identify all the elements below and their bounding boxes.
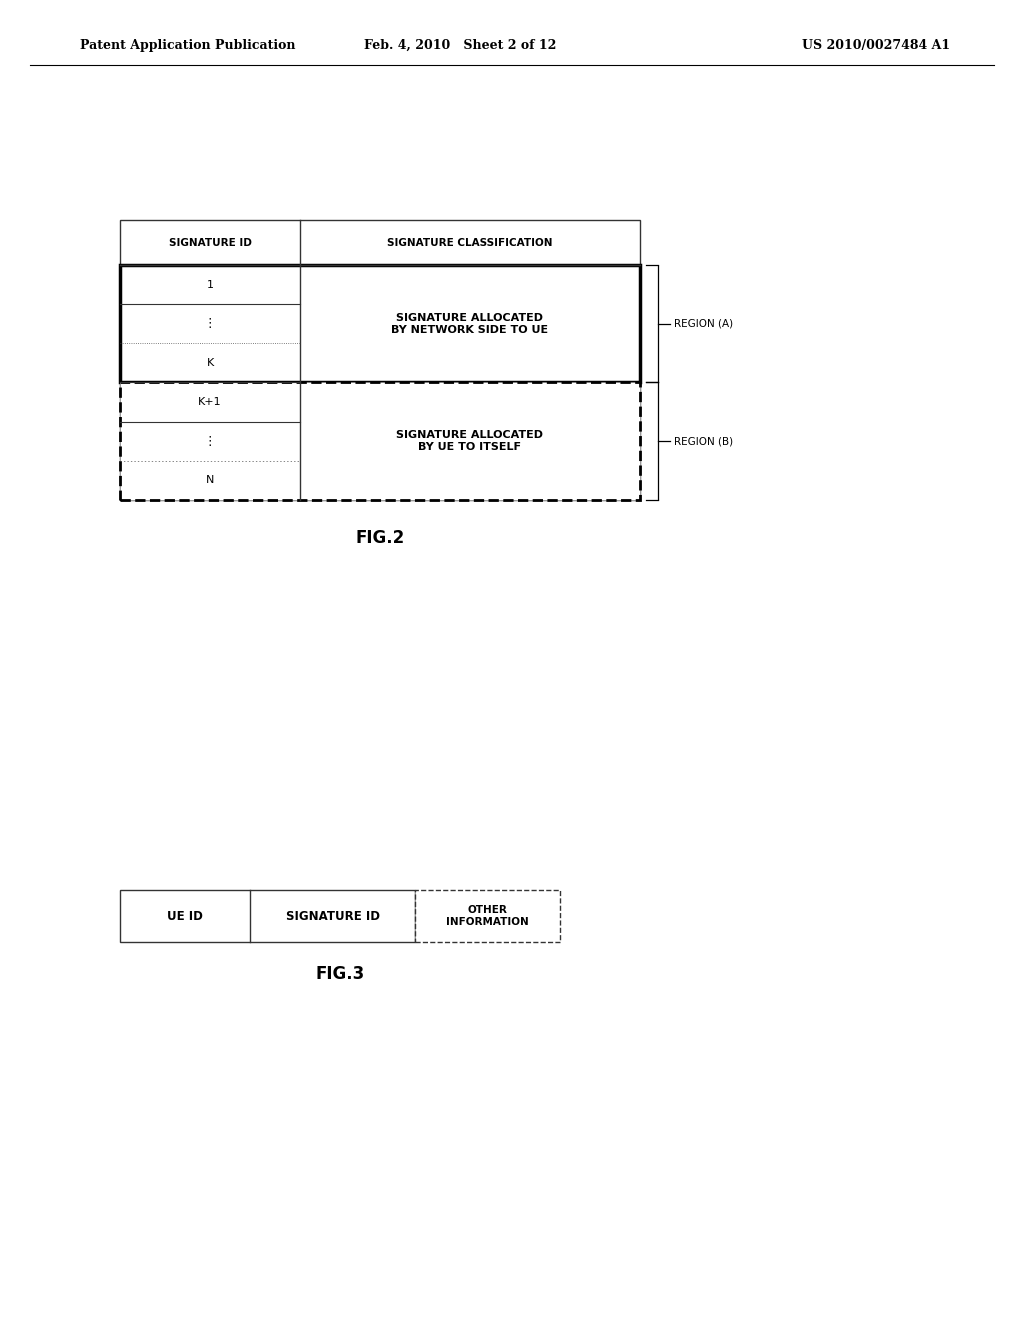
Text: SIGNATURE CLASSIFICATION: SIGNATURE CLASSIFICATION (387, 238, 553, 248)
Text: US 2010/0027484 A1: US 2010/0027484 A1 (802, 38, 950, 51)
Text: ⋮: ⋮ (204, 434, 216, 447)
Text: FIG.3: FIG.3 (315, 965, 365, 983)
Bar (120, 890, 415, 942)
Text: SIGNATURE ID: SIGNATURE ID (169, 238, 252, 248)
Text: N: N (206, 475, 214, 486)
Bar (120, 265, 640, 383)
Text: Feb. 4, 2010   Sheet 2 of 12: Feb. 4, 2010 Sheet 2 of 12 (364, 38, 556, 51)
Text: Patent Application Publication: Patent Application Publication (80, 38, 296, 51)
Text: FIG.2: FIG.2 (355, 529, 404, 546)
Text: K+1: K+1 (199, 397, 222, 407)
Text: OTHER
INFORMATION: OTHER INFORMATION (446, 906, 528, 927)
Text: SIGNATURE ALLOCATED
BY NETWORK SIDE TO UE: SIGNATURE ALLOCATED BY NETWORK SIDE TO U… (391, 313, 549, 334)
Text: SIGNATURE ALLOCATED
BY UE TO ITSELF: SIGNATURE ALLOCATED BY UE TO ITSELF (396, 430, 544, 451)
Text: K: K (207, 358, 214, 368)
Text: REGION (B): REGION (B) (674, 436, 733, 446)
Text: SIGNATURE ID: SIGNATURE ID (286, 909, 380, 923)
Bar (120, 383, 640, 500)
Text: 1: 1 (207, 280, 213, 289)
Bar (120, 220, 640, 500)
Text: ⋮: ⋮ (204, 317, 216, 330)
Bar (415, 890, 560, 942)
Text: REGION (A): REGION (A) (674, 318, 733, 329)
Text: UE ID: UE ID (167, 909, 203, 923)
